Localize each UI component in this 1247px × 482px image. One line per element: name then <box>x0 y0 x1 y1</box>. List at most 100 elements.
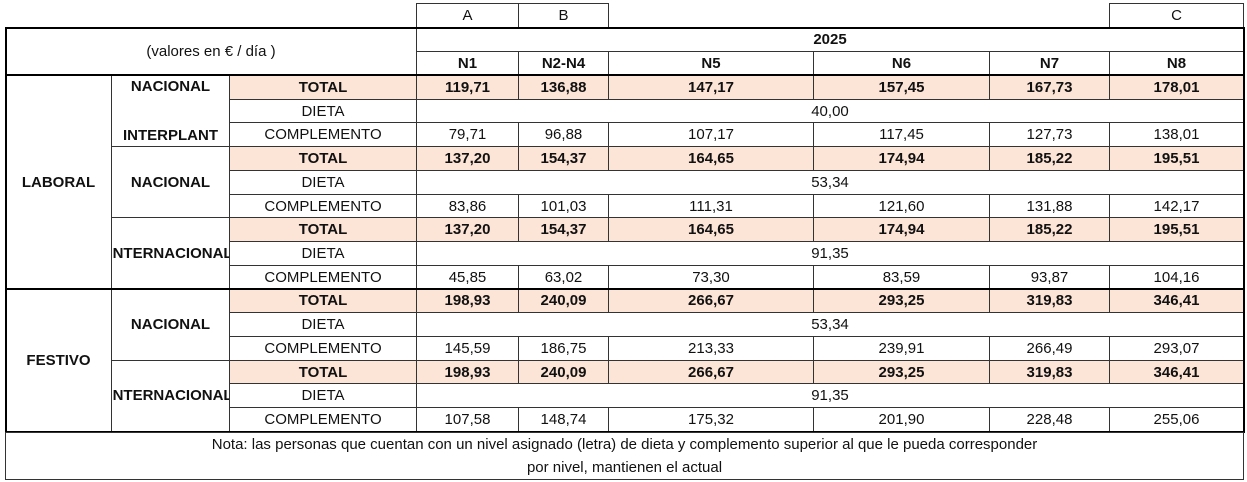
value: 111,31 <box>608 193 814 219</box>
value: 104,16 <box>1109 264 1244 290</box>
row-label: DIETA <box>229 169 417 195</box>
value: 131,88 <box>989 193 1110 219</box>
subgroup-label: NACIONAL <box>111 146 230 219</box>
total-value: 164,65 <box>608 146 814 171</box>
subgroup-line: NACIONAL <box>130 78 211 95</box>
group-label: FESTIVO <box>5 288 112 432</box>
level-header: N1 <box>416 51 519 76</box>
level-header: N5 <box>608 51 814 76</box>
total-value: 198,93 <box>416 288 519 314</box>
value: 83,86 <box>416 193 519 219</box>
value: 83,59 <box>813 264 990 290</box>
subgroup-line: NACIONAL <box>130 316 211 334</box>
total-value: 198,93 <box>416 359 519 385</box>
total-value: 137,20 <box>416 146 519 171</box>
row-label: DIETA <box>229 241 417 266</box>
total-value: 240,09 <box>518 359 609 385</box>
merged-value: 40,00 <box>416 98 1244 124</box>
value: 175,32 <box>608 407 814 432</box>
value: 138,01 <box>1109 122 1244 148</box>
value: 266,49 <box>989 336 1110 361</box>
value: 293,07 <box>1109 336 1244 361</box>
row-label: DIETA <box>229 98 417 124</box>
total-value: 319,83 <box>989 288 1110 314</box>
total-value: 195,51 <box>1109 217 1244 243</box>
total-value: 147,17 <box>608 75 814 100</box>
value: 45,85 <box>416 264 519 290</box>
row-label: TOTAL <box>229 217 417 243</box>
value: 101,03 <box>518 193 609 219</box>
subgroup-line: INTERPLANT <box>123 127 218 145</box>
subgroup-label: INTERNACIONAL <box>111 359 230 432</box>
total-value: 240,09 <box>518 288 609 314</box>
value: 145,59 <box>416 336 519 361</box>
value: 142,17 <box>1109 193 1244 219</box>
total-value: 185,22 <box>989 146 1110 171</box>
level-header: N8 <box>1109 51 1244 76</box>
total-value: 346,41 <box>1109 288 1244 314</box>
row-label: COMPLEMENTO <box>229 193 417 219</box>
value: 127,73 <box>989 122 1110 148</box>
value: 148,74 <box>518 407 609 432</box>
value: 96,88 <box>518 122 609 148</box>
total-value: 185,22 <box>989 217 1110 243</box>
merged-value: 53,34 <box>416 169 1244 195</box>
row-label: DIETA <box>229 383 417 409</box>
total-value: 164,65 <box>608 217 814 243</box>
subgroup-label: INTERNACIONAL <box>111 217 230 290</box>
level-header: N7 <box>989 51 1110 76</box>
total-value: 154,37 <box>518 217 609 243</box>
total-value: 157,45 <box>813 75 990 100</box>
value: 117,45 <box>813 122 990 148</box>
value: 121,60 <box>813 193 990 219</box>
value: 107,17 <box>608 122 814 148</box>
value: 73,30 <box>608 264 814 290</box>
row-label: TOTAL <box>229 359 417 385</box>
total-value: 266,67 <box>608 288 814 314</box>
total-value: 167,73 <box>989 75 1110 100</box>
note-line: por nivel, mantienen el actual <box>526 458 723 476</box>
row-label: DIETA <box>229 312 417 338</box>
year: 2025 <box>416 27 1244 52</box>
row-label: TOTAL <box>229 146 417 171</box>
total-value: 154,37 <box>518 146 609 171</box>
total-value: 136,88 <box>518 75 609 100</box>
subgroup-line: INTERNACIONAL <box>111 387 230 405</box>
level-header: N2-N4 <box>518 51 609 76</box>
total-value: 319,83 <box>989 359 1110 385</box>
total-value: 266,67 <box>608 359 814 385</box>
column-letter: C <box>1109 3 1244 28</box>
total-value: 137,20 <box>416 217 519 243</box>
row-label: COMPLEMENTO <box>229 407 417 432</box>
value: 213,33 <box>608 336 814 361</box>
row-label: COMPLEMENTO <box>229 122 417 148</box>
total-value: 346,41 <box>1109 359 1244 385</box>
total-value: 178,01 <box>1109 75 1244 100</box>
value: 63,02 <box>518 264 609 290</box>
group-label: LABORAL <box>5 75 112 290</box>
column-letter: A <box>416 3 519 28</box>
total-value: 174,94 <box>813 217 990 243</box>
subgroup-line: NACIONAL <box>130 173 211 191</box>
total-value: 119,71 <box>416 75 519 100</box>
value: 255,06 <box>1109 407 1244 432</box>
note-line: Nota: las personas que cuentan con un ni… <box>211 435 1038 453</box>
value: 201,90 <box>813 407 990 432</box>
row-label: TOTAL <box>229 288 417 314</box>
level-header: N6 <box>813 51 990 76</box>
column-letter: B <box>518 3 609 28</box>
value: 79,71 <box>416 122 519 148</box>
value: 186,75 <box>518 336 609 361</box>
value: 228,48 <box>989 407 1110 432</box>
value: 107,58 <box>416 407 519 432</box>
subgroup-label: NACIONAL <box>111 288 230 361</box>
row-label: TOTAL <box>229 75 417 100</box>
value: 239,91 <box>813 336 990 361</box>
row-label: COMPLEMENTO <box>229 336 417 361</box>
merged-value: 53,34 <box>416 312 1244 338</box>
units-label: (valores en € / día ) <box>5 27 417 76</box>
total-value: 195,51 <box>1109 146 1244 171</box>
row-label: COMPLEMENTO <box>229 264 417 290</box>
subgroup-label: NACIONAL INTERPLANT <box>111 75 230 148</box>
